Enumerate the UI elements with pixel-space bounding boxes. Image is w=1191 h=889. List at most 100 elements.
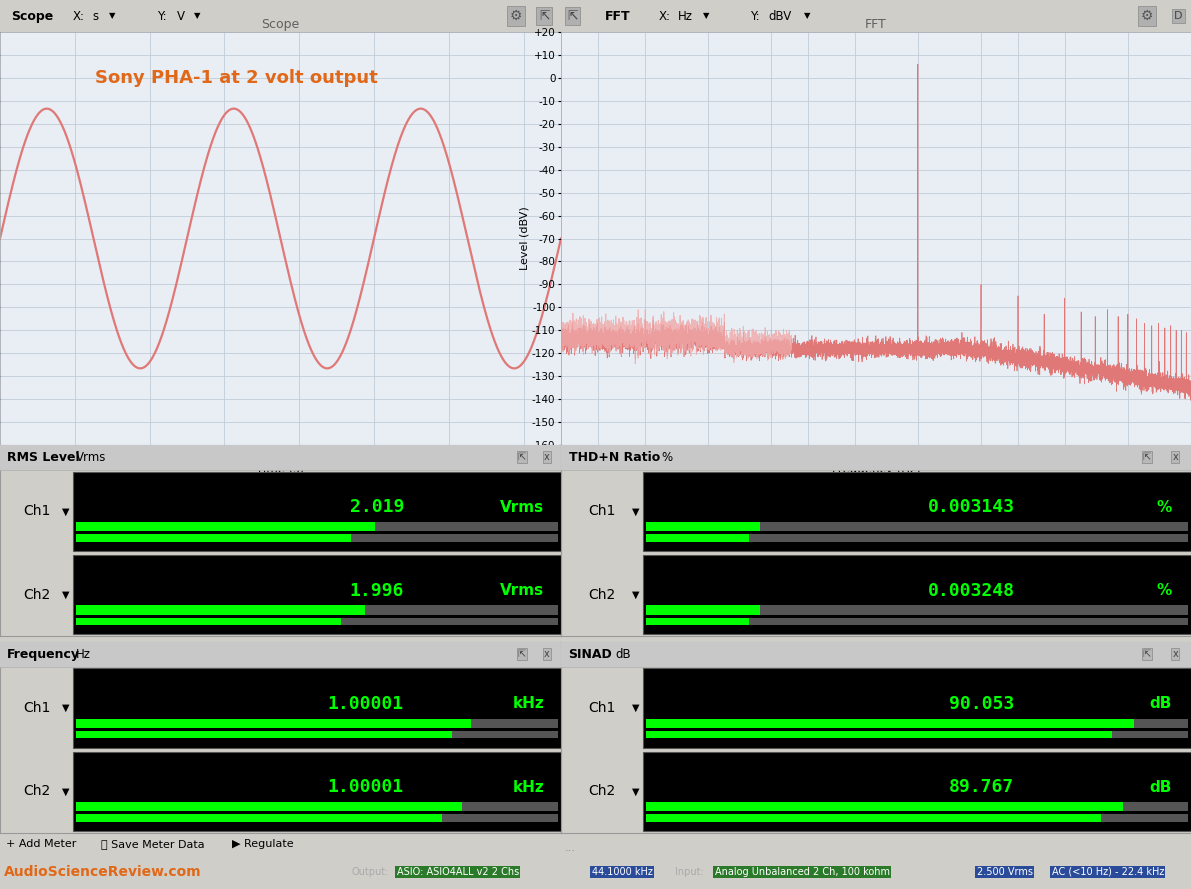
Bar (646, 731, 1112, 739)
Text: RMS Level: RMS Level (7, 451, 80, 464)
Bar (73, 669, 561, 748)
Bar (760, 522, 1187, 532)
X-axis label: Time (s): Time (s) (256, 463, 305, 477)
Bar (442, 814, 559, 821)
Text: V: V (176, 10, 185, 22)
Text: dB: dB (616, 647, 631, 661)
Text: Vrms: Vrms (500, 500, 544, 515)
Bar (1134, 719, 1187, 728)
Bar (749, 534, 1187, 541)
Text: Vrms: Vrms (500, 583, 544, 598)
Text: Y:: Y: (157, 10, 167, 22)
Bar (561, 445, 1191, 470)
Title: FFT: FFT (865, 18, 887, 31)
Text: ▼: ▼ (631, 507, 640, 517)
Text: ...: ... (565, 844, 575, 853)
Text: ▼: ▼ (62, 787, 70, 797)
Bar (646, 534, 749, 541)
Bar (76, 522, 375, 532)
Bar (1112, 731, 1187, 739)
Bar (646, 618, 1187, 625)
Text: 0.003248: 0.003248 (928, 581, 1015, 599)
Bar (646, 802, 1187, 812)
Text: 2.500 Vrms: 2.500 Vrms (977, 867, 1033, 877)
Bar (76, 719, 559, 728)
Bar (341, 618, 559, 625)
Text: kHz: kHz (512, 780, 544, 795)
Bar (749, 618, 1187, 625)
Text: D: D (1174, 11, 1183, 21)
Text: ⬜ Save Meter Data: ⬜ Save Meter Data (101, 839, 205, 849)
Bar (646, 605, 760, 614)
Bar (646, 719, 1134, 728)
Bar (76, 534, 350, 541)
Bar (646, 719, 1187, 728)
Bar (643, 472, 1191, 551)
Text: Ch1: Ch1 (23, 504, 50, 518)
Text: 1.00001: 1.00001 (328, 778, 404, 797)
Text: THD+N Ratio: THD+N Ratio (568, 451, 660, 464)
Bar (646, 522, 760, 532)
Bar (76, 605, 366, 614)
Bar (76, 731, 453, 739)
Text: SINAD: SINAD (568, 647, 612, 661)
Text: dBV: dBV (769, 10, 792, 22)
Text: ▼: ▼ (631, 589, 640, 600)
Text: ▶ Regulate: ▶ Regulate (232, 839, 294, 849)
Text: ⚙: ⚙ (1141, 9, 1153, 23)
Text: ⇱: ⇱ (538, 10, 549, 22)
Text: x: x (544, 453, 550, 462)
Text: Analog Unbalanced 2 Ch, 100 kohm: Analog Unbalanced 2 Ch, 100 kohm (715, 867, 890, 877)
Bar (561, 642, 1191, 667)
Text: ⇱: ⇱ (567, 10, 578, 22)
Text: ▼: ▼ (62, 589, 70, 600)
Bar (0, 445, 561, 470)
Bar (1102, 814, 1187, 821)
Bar (1123, 802, 1187, 812)
Text: ⇱: ⇱ (1143, 453, 1151, 462)
Bar (472, 719, 559, 728)
Title: Scope: Scope (261, 18, 300, 31)
Text: Ch1: Ch1 (588, 701, 616, 715)
Text: 90.053: 90.053 (949, 695, 1015, 713)
Bar (646, 618, 749, 625)
Text: ▼: ▼ (804, 12, 810, 20)
X-axis label: Frequency (Hz): Frequency (Hz) (831, 463, 921, 477)
Text: AC (<10 Hz) - 22.4 kHz: AC (<10 Hz) - 22.4 kHz (1052, 867, 1164, 877)
Text: ⚙: ⚙ (510, 9, 523, 23)
Bar (73, 752, 561, 831)
Bar (646, 814, 1187, 821)
Text: %: % (1156, 583, 1172, 598)
Bar (643, 555, 1191, 635)
Text: ▼: ▼ (703, 12, 709, 20)
Text: 0.003143: 0.003143 (928, 499, 1015, 517)
Text: ⇱: ⇱ (518, 453, 525, 462)
Y-axis label: Level (dBV): Level (dBV) (519, 206, 529, 270)
Bar (73, 555, 561, 635)
Text: ▼: ▼ (193, 12, 200, 20)
Bar (76, 618, 341, 625)
Bar (76, 719, 472, 728)
Text: Sony PHA-1 at 2 volt output: Sony PHA-1 at 2 volt output (95, 69, 378, 87)
Text: ▼: ▼ (631, 703, 640, 713)
Text: Y:: Y: (750, 10, 760, 22)
Bar (646, 605, 1187, 614)
Bar (366, 605, 559, 614)
Text: AudioScienceReview.com: AudioScienceReview.com (4, 865, 201, 879)
Text: Hz: Hz (678, 10, 693, 22)
Text: 2.019: 2.019 (349, 499, 404, 517)
Text: 1.00001: 1.00001 (328, 695, 404, 713)
Text: kHz: kHz (512, 696, 544, 711)
Bar (643, 669, 1191, 748)
Text: ▼: ▼ (631, 787, 640, 797)
Bar (375, 522, 559, 532)
Text: s: s (93, 10, 99, 22)
Bar (76, 802, 559, 812)
Bar (76, 731, 559, 739)
Bar (760, 605, 1187, 614)
Text: ▼: ▼ (110, 12, 116, 20)
Bar (76, 605, 559, 614)
Text: 89.767: 89.767 (949, 778, 1015, 797)
Text: x: x (544, 649, 550, 659)
Text: Vrms: Vrms (76, 451, 106, 464)
